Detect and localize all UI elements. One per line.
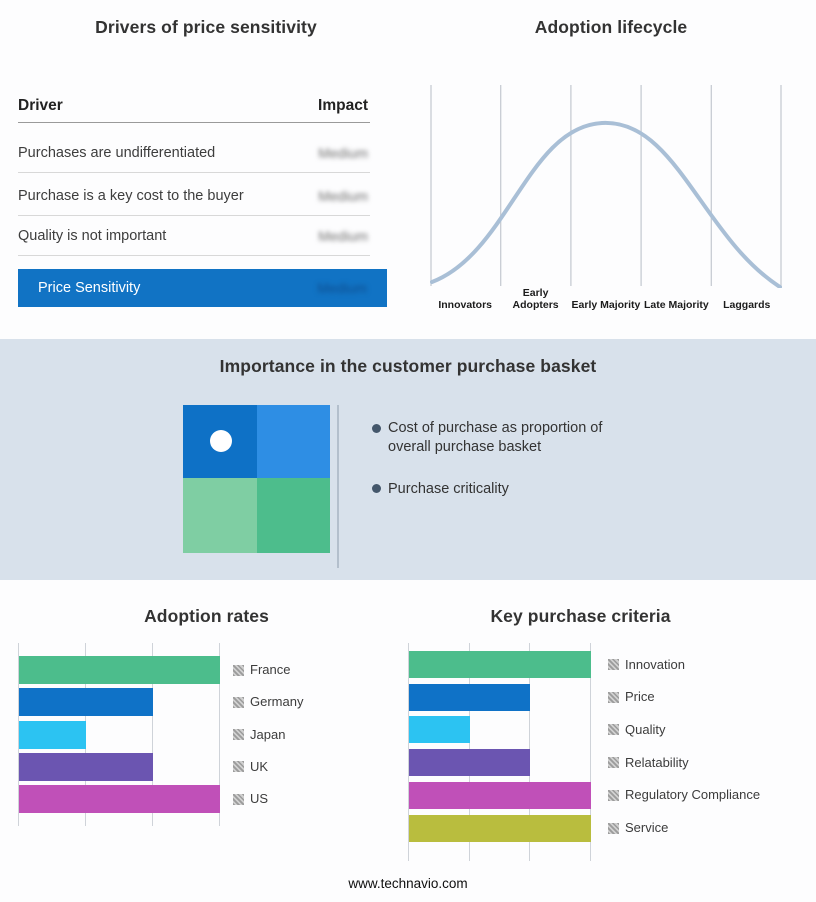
bell-curve-plot — [430, 85, 782, 289]
driver-row-text: Purchases are undifferentiated — [18, 145, 216, 161]
driver-row-text: Purchase is a key cost to the buyer — [18, 188, 244, 204]
stage-label-early-majority: Early Majority — [571, 299, 641, 312]
price-sensitivity-value-blurred: Medium — [317, 280, 367, 296]
legend-label: Germany — [250, 694, 304, 710]
legend-swatch — [233, 761, 244, 773]
bar-service — [409, 814, 591, 842]
impact-value-blurred: Medium — [318, 228, 368, 244]
quadrant-cell-bottom-right — [257, 478, 330, 553]
source-link: www.technavio.com — [348, 876, 468, 891]
bar-quality — [409, 716, 470, 744]
gridline — [219, 643, 220, 826]
bar-innovation — [409, 651, 591, 678]
stage-label-early-adopters: Early Adopters — [512, 287, 559, 312]
lifecycle-panel-title: Adoption lifecycle — [534, 17, 688, 37]
legend-label: Relatability — [625, 754, 689, 770]
bullet-icon — [372, 484, 381, 493]
legend-swatch — [608, 691, 619, 703]
adoption-lifecycle-chart: Innovators Early Adopters Early Majority… — [430, 85, 782, 315]
column-header-driver: Driver — [18, 97, 63, 114]
bar-france — [19, 656, 220, 684]
impact-value-blurred: Medium — [318, 145, 368, 161]
quadrant-cell-bottom-left — [183, 478, 257, 553]
legend-label: Innovation — [625, 656, 685, 672]
quadrant-cell-top-left — [183, 405, 257, 478]
basket-bullet-text: Purchase criticality — [388, 481, 509, 497]
legend-swatch — [608, 822, 619, 834]
quadrant-axis-line — [337, 405, 339, 568]
legend-label: US — [250, 791, 269, 807]
table-row-rule — [18, 255, 370, 256]
legend-swatch — [233, 729, 244, 741]
legend-swatch — [608, 724, 619, 736]
gridline — [152, 643, 153, 826]
purchase-basket-quadrant — [183, 405, 330, 553]
bar-relatability — [409, 749, 531, 777]
bar-us — [19, 785, 220, 814]
bar-japan — [19, 720, 86, 749]
bar-price — [409, 683, 531, 711]
bar-germany — [19, 688, 153, 717]
bullet-icon — [372, 424, 381, 433]
stage-label-innovators: Innovators — [438, 299, 493, 312]
legend-label: Japan — [250, 726, 286, 742]
legend-swatch — [608, 789, 619, 801]
impact-value-blurred: Medium — [318, 188, 368, 204]
table-row-rule — [18, 215, 370, 216]
basket-bullet-text: Cost of purchase as proportion of overal… — [388, 420, 603, 455]
table-header-rule — [18, 122, 370, 123]
stage-label-laggards: Laggards — [723, 299, 771, 312]
adoption-rates-title: Adoption rates — [144, 606, 269, 626]
legend-label: Quality — [625, 721, 666, 737]
driver-row-text: Quality is not important — [18, 228, 167, 244]
legend-label: Regulatory Compliance — [625, 787, 761, 803]
stage-label-late-majority: Late Majority — [643, 299, 709, 312]
bar-uk — [19, 752, 153, 781]
table-row-rule — [18, 172, 370, 173]
legend-label: UK — [250, 758, 269, 774]
purchase-basket-band: Importance in the customer purchase bask… — [0, 339, 816, 580]
key-purchase-criteria-chart: Innovation Price Quality Relatability Regula… — [408, 643, 808, 863]
quadrant-marker-dot — [210, 430, 232, 452]
basket-panel-title: Importance in the customer purchase bask… — [219, 356, 597, 376]
legend-swatch — [233, 664, 244, 676]
legend-swatch — [233, 793, 244, 805]
bar-regulatory-compliance — [409, 781, 591, 809]
legend-label: France — [250, 662, 291, 677]
gridline — [408, 643, 409, 861]
price-sensitivity-row: Price Sensitivity Medium — [18, 269, 387, 307]
gridline — [590, 643, 591, 861]
legend-swatch — [608, 659, 619, 670]
legend-label: Price — [625, 689, 655, 705]
gridline — [18, 643, 19, 826]
adoption-rates-chart: France Germany Japan UK US — [18, 643, 395, 828]
price-sensitivity-label: Price Sensitivity — [38, 280, 141, 296]
legend-swatch — [608, 757, 619, 769]
quadrant-cell-top-right — [257, 405, 330, 478]
drivers-panel-title: Drivers of price sensitivity — [95, 17, 317, 37]
key-purchase-criteria-title: Key purchase criteria — [490, 606, 671, 626]
legend-swatch — [233, 696, 244, 708]
column-header-impact: Impact — [318, 97, 368, 114]
lifecycle-stage-labels: Innovators Early Adopters Early Majority… — [430, 287, 782, 313]
legend-label: Service — [625, 820, 669, 835]
bell-curve-line — [430, 120, 782, 289]
